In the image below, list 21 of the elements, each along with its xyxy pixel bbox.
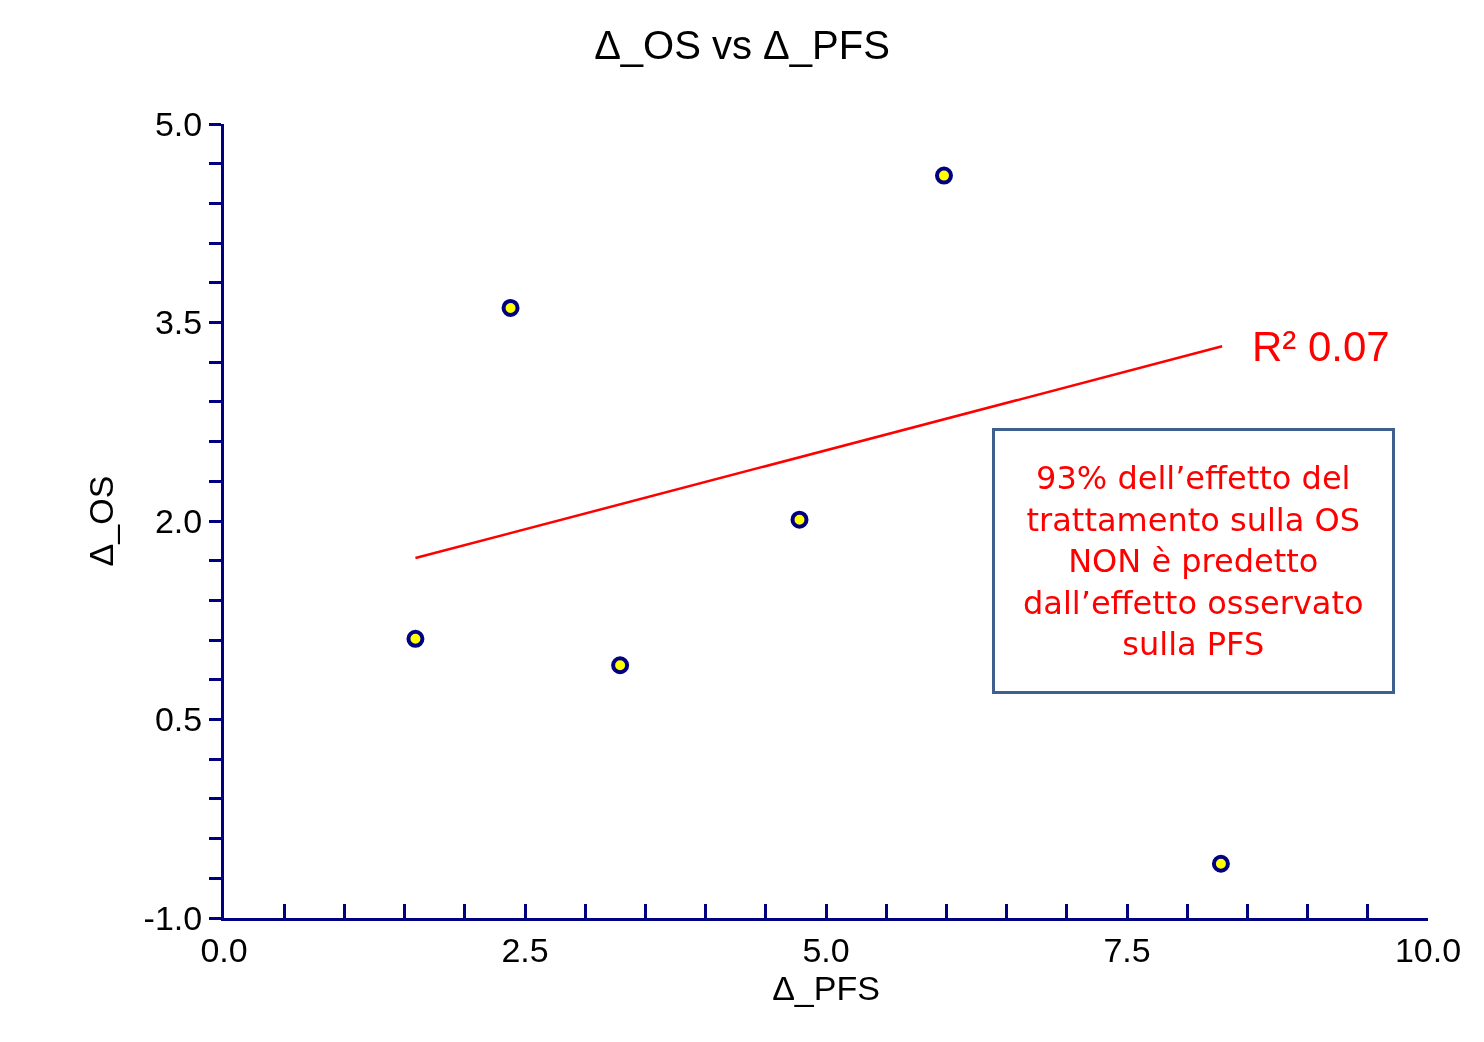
x-tick-label: 7.5 <box>1103 930 1151 969</box>
x-axis-title: Δ_PFS <box>772 968 880 1007</box>
annotation: 93% dell’effetto del trattamento sulla OS NON è predetto dall’effetto osservato sulla PFS <box>1023 459 1364 664</box>
chart-title: Δ_OS vs Δ_PFS <box>594 23 890 68</box>
x-tick-label: 0.0 <box>200 930 248 969</box>
point <box>1211 854 1230 873</box>
y-tick-label: 3.5 <box>154 303 203 342</box>
point <box>790 510 809 529</box>
y-tick-label: 2.0 <box>154 501 203 540</box>
y-tick-label: 5.0 <box>154 104 203 143</box>
y-tick-label: 0.5 <box>154 700 203 739</box>
point <box>406 629 425 648</box>
x-tick-label: 2.5 <box>501 930 549 969</box>
point <box>501 298 520 317</box>
point <box>935 166 953 185</box>
point <box>611 656 630 675</box>
x-tick-label: 10.0 <box>1394 930 1462 969</box>
x-tick-label: 5.0 <box>802 930 850 969</box>
y-tick-label: -1.0 <box>143 898 203 937</box>
annotation: R² 0.07 <box>1252 323 1390 370</box>
y-axis-title: Δ_OS <box>82 475 121 567</box>
